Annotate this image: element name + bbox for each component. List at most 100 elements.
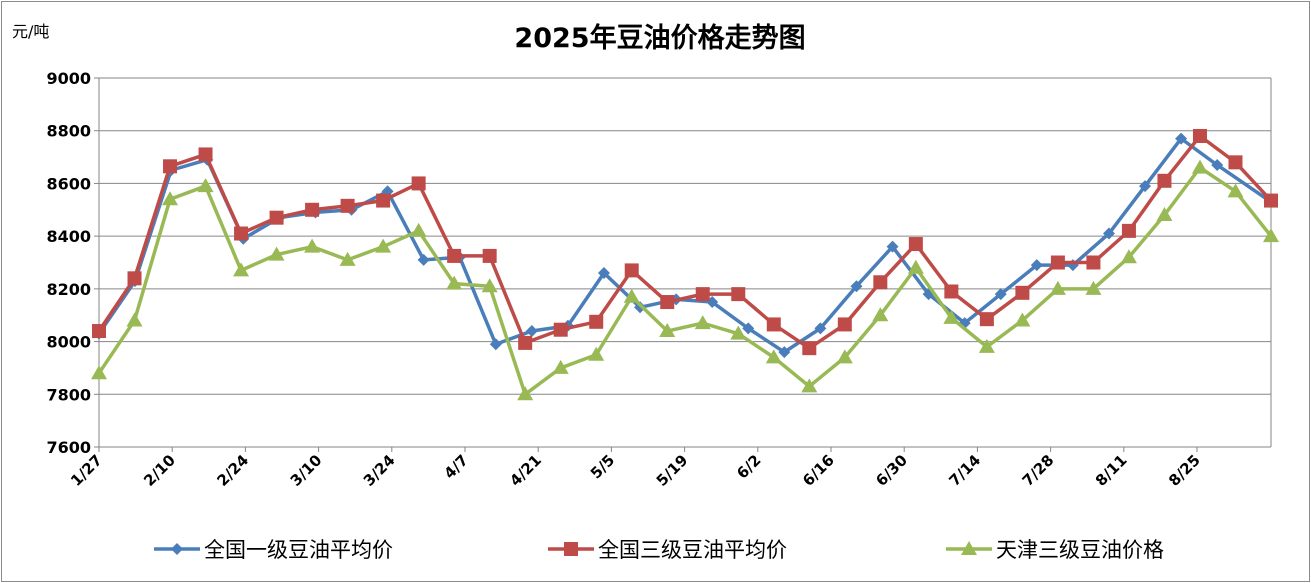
y-tick-label: 8800 <box>46 122 91 141</box>
series-line <box>97 134 1273 350</box>
data-point <box>126 312 143 327</box>
legend-label: 全国三级豆油平均价 <box>598 538 787 562</box>
data-point <box>446 275 463 290</box>
series-line <box>97 136 1272 354</box>
x-tick-label: 6/2 <box>733 451 764 482</box>
series-1 <box>93 132 1277 359</box>
data-point <box>907 259 924 274</box>
legend-label: 全国一级豆油平均价 <box>204 538 393 562</box>
legend-label: 天津三级豆油价格 <box>996 538 1164 562</box>
data-point <box>694 315 711 330</box>
x-tick-label: 4/21 <box>506 451 545 490</box>
data-point <box>1175 132 1188 145</box>
data-point <box>339 251 356 266</box>
data-point <box>92 324 106 339</box>
x-tick-label: 7/14 <box>945 451 984 490</box>
data-point <box>1121 223 1136 238</box>
data-point <box>1049 280 1066 295</box>
data-point <box>836 349 853 364</box>
data-point <box>269 210 284 225</box>
series-3 <box>91 159 1279 401</box>
data-point <box>340 198 355 213</box>
data-point <box>624 263 639 278</box>
data-point <box>1156 207 1173 222</box>
gridlines <box>99 77 1271 448</box>
data-point <box>163 159 178 174</box>
data-point <box>944 284 959 299</box>
data-point <box>660 295 675 310</box>
data-point <box>1157 173 1172 188</box>
data-point <box>814 322 827 335</box>
data-point <box>742 322 755 335</box>
legend-marker <box>564 542 578 556</box>
data-point <box>978 338 995 353</box>
x-tick-label: 5/19 <box>653 451 692 490</box>
data-point <box>778 346 791 359</box>
series-lines <box>91 128 1279 401</box>
y-tick-label: 8400 <box>46 227 91 246</box>
data-point <box>850 280 863 293</box>
data-point <box>482 248 497 263</box>
data-point <box>197 178 214 193</box>
x-tick-label: 8/11 <box>1092 451 1131 490</box>
data-point <box>1192 128 1207 143</box>
axes <box>94 77 1272 452</box>
y-tick-label: 9000 <box>46 69 91 88</box>
data-point <box>873 275 888 290</box>
data-point <box>766 317 781 332</box>
data-point <box>305 202 320 217</box>
data-point <box>1263 228 1279 243</box>
x-tick-label: 5/5 <box>587 451 618 482</box>
x-tick-label: 2/10 <box>140 451 179 490</box>
data-point <box>589 314 604 329</box>
data-point <box>375 238 392 253</box>
data-point <box>233 262 250 277</box>
data-point <box>1014 312 1031 327</box>
data-point <box>588 346 605 361</box>
data-point <box>1211 158 1224 171</box>
data-point <box>765 349 782 364</box>
x-tick-label: 4/7 <box>440 451 471 482</box>
x-tick-label: 3/24 <box>360 451 399 490</box>
data-point <box>489 338 502 351</box>
data-point <box>1264 193 1278 208</box>
data-point <box>837 317 852 332</box>
y-axis-unit-label: 元/吨 <box>12 22 49 41</box>
data-point <box>1102 227 1115 240</box>
data-point <box>1086 255 1101 270</box>
data-point <box>1139 180 1152 193</box>
x-tick-labels: 1/27 2/10 2/24 3/10 3/24 4/7 4/21 5/5 5/19 6/2 6/1… <box>67 451 1204 490</box>
data-point <box>908 237 923 252</box>
data-point <box>1030 259 1043 272</box>
data-point <box>1050 255 1065 270</box>
data-point <box>1227 183 1244 198</box>
x-tick-label: 2/24 <box>213 451 252 490</box>
data-point <box>268 246 285 261</box>
data-point <box>659 323 676 338</box>
data-point <box>802 341 817 356</box>
legend-marker <box>961 541 977 555</box>
y-tick-label: 8000 <box>46 333 91 352</box>
data-point <box>695 287 710 302</box>
data-point <box>91 365 107 380</box>
data-point <box>1120 249 1137 264</box>
data-point <box>162 191 179 206</box>
x-tick-label: 3/10 <box>287 451 326 490</box>
data-point <box>597 267 610 280</box>
data-point <box>1085 280 1102 295</box>
data-point <box>417 253 430 266</box>
x-tick-label: 7/28 <box>1019 451 1058 490</box>
y-tick-labels: 7600 7800 8000 8200 8400 8600 8800 9000 <box>46 69 91 457</box>
data-point <box>623 288 640 303</box>
x-tick-label: 8/25 <box>1165 451 1204 490</box>
data-point <box>1228 155 1243 170</box>
data-point <box>730 325 747 340</box>
data-point <box>447 248 462 263</box>
data-point <box>1015 285 1030 300</box>
series-line <box>97 165 1273 397</box>
data-point <box>943 309 960 324</box>
data-point <box>552 359 569 374</box>
legend-marker <box>171 543 183 555</box>
